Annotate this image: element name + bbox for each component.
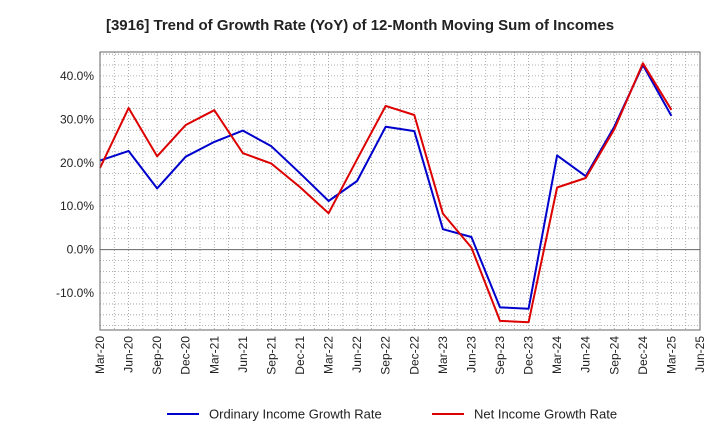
y-tick-label: 40.0% bbox=[60, 69, 94, 83]
series-line-2 bbox=[99, 62, 673, 324]
x-tick-label: Jun-22 bbox=[350, 336, 364, 373]
x-tick-label: Mar-21 bbox=[207, 336, 221, 374]
x-tick-label: Dec-21 bbox=[293, 336, 307, 375]
x-tick-label: Sep-21 bbox=[264, 336, 278, 375]
x-tick-label: Dec-22 bbox=[407, 336, 421, 375]
x-tick-label: Mar-22 bbox=[322, 336, 336, 374]
x-axis-ticks: Mar-20 Jun-20 Sep-20 Dec-20 Mar-21 Jun-21 Sep-… bbox=[93, 336, 707, 375]
x-tick-label: Mar-20 bbox=[93, 336, 107, 374]
y-tick-label: 20.0% bbox=[60, 156, 94, 170]
x-tick-label: Dec-24 bbox=[636, 336, 650, 375]
y-axis-ticks: 40.0% 30.0% 20.0% 10.0% 0.0% -10.0% bbox=[56, 69, 94, 300]
x-tick-label: Sep-20 bbox=[150, 336, 164, 375]
y-tick-label: 0.0% bbox=[67, 243, 95, 257]
legend-label-2: Net Income Growth Rate bbox=[474, 407, 617, 422]
series-line-1 bbox=[99, 64, 673, 310]
x-tick-label: Mar-23 bbox=[436, 336, 450, 374]
x-tick-label: Jun-21 bbox=[236, 336, 250, 373]
x-tick-label: Jun-20 bbox=[122, 336, 136, 373]
grid-lines bbox=[99, 52, 700, 330]
x-tick-label: Jun-25 bbox=[693, 336, 707, 373]
series-lines bbox=[99, 62, 673, 324]
x-tick-label: Dec-20 bbox=[179, 336, 193, 375]
x-tick-label: Mar-25 bbox=[664, 336, 678, 374]
x-tick-label: Sep-24 bbox=[607, 336, 621, 375]
legend-label-1: Ordinary Income Growth Rate bbox=[209, 407, 382, 422]
y-tick-label: 30.0% bbox=[60, 112, 94, 126]
y-tick-label: -10.0% bbox=[56, 286, 94, 300]
x-tick-label: Jun-24 bbox=[579, 336, 593, 373]
chart-title: [3916] Trend of Growth Rate (YoY) of 12-… bbox=[106, 17, 614, 34]
plot-border bbox=[99, 51, 701, 331]
y-tick-label: 10.0% bbox=[60, 199, 94, 213]
x-tick-label: Sep-22 bbox=[379, 336, 393, 375]
x-tick-label: Jun-23 bbox=[464, 336, 478, 373]
legend: Ordinary Income Growth Rate Net Income Gr… bbox=[167, 407, 617, 422]
x-tick-label: Mar-24 bbox=[550, 336, 564, 374]
x-tick-label: Sep-23 bbox=[493, 336, 507, 375]
x-tick-label: Dec-23 bbox=[522, 336, 536, 375]
